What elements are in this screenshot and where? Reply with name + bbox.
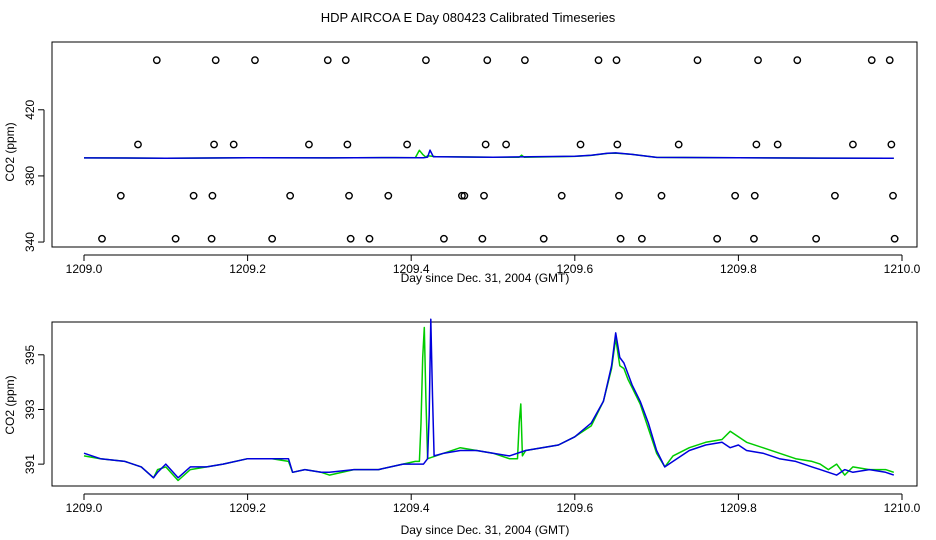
data-point [521,56,529,65]
data-point [268,234,277,243]
data-point [481,140,490,149]
top-x-axis: 1209.0 1209.2 1209.4 1209.6 1209.8 1210.0 [66,254,921,276]
data-point [793,56,802,65]
data-point [754,56,762,65]
data-point [612,56,621,65]
top-y-axis-label: CO2 (ppm) [3,122,17,181]
y-tick-label: 380 [23,166,37,186]
data-point [346,234,355,243]
data-point [657,191,666,200]
bottom-x-axis: 1209.0 1209.2 1209.4 1209.6 1209.8 1210.0 [66,493,921,515]
chart-title: HDP AIRCOA E Day 080423 Calibrated Times… [320,10,616,25]
data-point [208,191,217,200]
data-point [229,140,238,149]
data-point [713,234,722,243]
data-point [286,191,295,200]
data-point [480,191,488,200]
data-point [211,56,220,65]
x-tick-label: 1209.2 [229,262,266,276]
green-series-line [83,326,895,482]
x-tick-label: 1209.2 [229,501,266,515]
y-tick-label: 340 [23,232,37,252]
blue-series-line [83,318,895,479]
data-point [478,234,487,243]
data-point [98,234,106,243]
x-tick-label: 1209.0 [66,262,103,276]
data-point [305,140,313,149]
data-point [637,234,646,243]
data-point [539,234,548,243]
y-tick-label: 393 [23,399,37,419]
bottom-y-axis: 391 393 395 [23,344,45,474]
data-point [210,140,218,149]
x-tick-label: 1209.6 [556,501,593,515]
top-x-axis-label: Day since Dec. 31, 2004 (GMT) [401,271,570,285]
data-point [207,234,216,243]
data-point [889,191,897,200]
data-point [458,191,466,200]
bottom-plot-marks [83,318,895,482]
data-point [752,140,761,149]
data-point [323,56,332,65]
data-point [384,191,393,200]
top-plot-marks [83,56,899,243]
data-point [341,56,350,65]
y-tick-label: 395 [23,344,37,364]
data-point [616,234,625,243]
data-point [887,140,896,149]
data-point [890,234,899,243]
data-point [885,56,894,65]
data-point [674,140,683,149]
data-point [343,140,352,149]
data-point [251,56,259,65]
data-point [750,234,758,243]
data-point [576,140,585,149]
bottom-x-axis-label: Day since Dec. 31, 2004 (GMT) [401,523,570,537]
data-point [502,140,510,149]
data-point [171,234,180,243]
data-point [731,191,740,200]
data-point [189,191,198,200]
data-point [812,234,821,243]
data-point [693,56,702,65]
x-tick-label: 1210.0 [884,501,921,515]
bottom-plot-frame [51,321,918,487]
y-tick-label: 420 [23,99,37,119]
data-point [867,56,876,65]
data-point [750,191,759,200]
x-tick-label: 1209.6 [556,262,593,276]
x-tick-label: 1209.8 [720,262,757,276]
data-point [773,140,782,149]
data-point [345,191,353,200]
top-y-axis: 340 380 420 [23,99,45,252]
x-tick-label: 1210.0 [884,262,921,276]
data-point [613,140,622,149]
data-point [557,191,566,200]
data-point [134,140,142,149]
x-tick-label: 1209.8 [720,501,757,515]
x-tick-label: 1209.4 [393,501,430,515]
data-point [440,234,448,243]
x-tick-label: 1209.4 [393,262,430,276]
x-tick-label: 1209.0 [66,501,103,515]
bottom-y-axis-label: CO2 (ppm) [3,375,17,434]
data-point [116,191,125,200]
data-point [152,56,161,65]
data-point [483,56,492,65]
data-point [422,56,430,65]
data-point [365,234,374,243]
blue-series-line [83,149,894,159]
top-plot-frame [51,41,918,248]
data-point [594,56,603,65]
data-point [460,191,469,200]
y-tick-label: 391 [23,454,37,474]
data-point [403,140,412,149]
data-point [615,191,623,200]
data-point [831,191,839,200]
data-point [849,140,857,149]
